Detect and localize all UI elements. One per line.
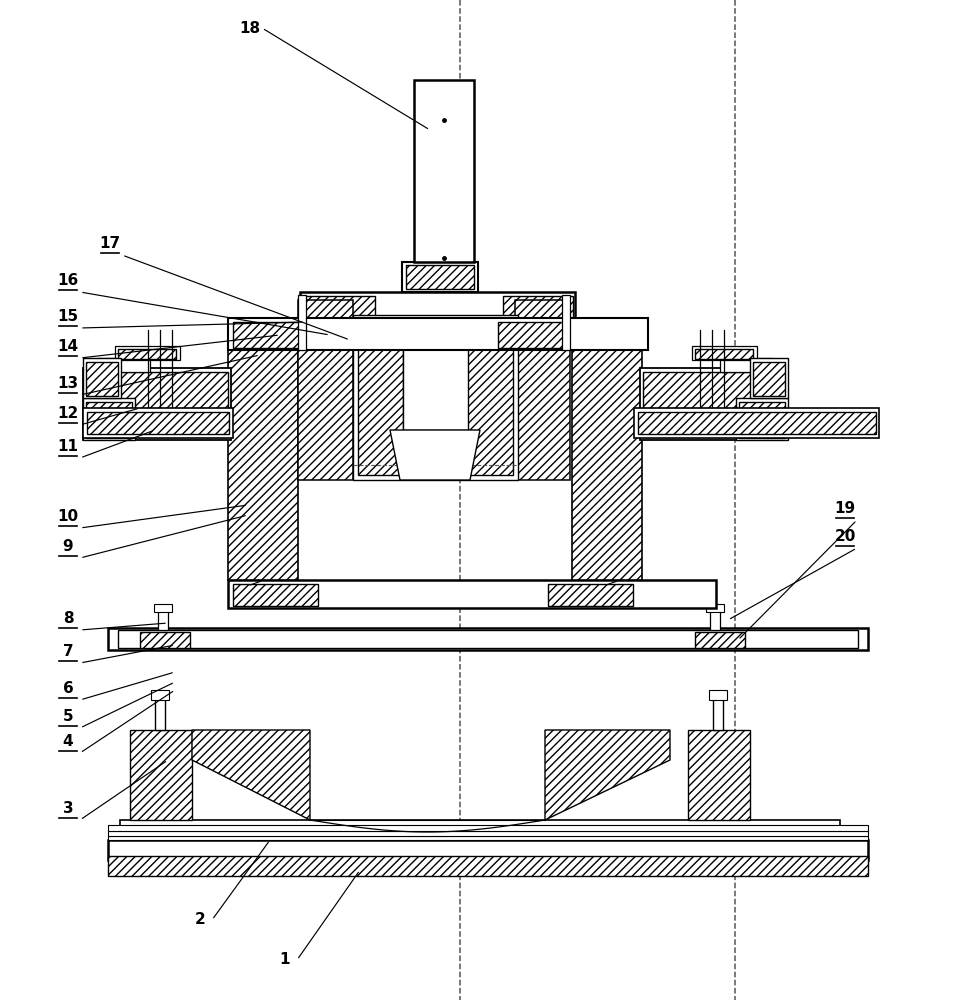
Bar xyxy=(114,346,180,360)
Bar xyxy=(561,295,569,350)
Bar xyxy=(249,490,272,580)
Text: 17: 17 xyxy=(100,236,120,251)
Bar xyxy=(403,335,467,430)
Text: 4: 4 xyxy=(63,734,73,749)
Polygon shape xyxy=(389,430,479,480)
Bar xyxy=(120,820,839,840)
Bar xyxy=(643,372,784,437)
Text: 10: 10 xyxy=(58,509,78,524)
Bar xyxy=(151,690,169,700)
Bar xyxy=(414,80,473,262)
Bar xyxy=(503,296,572,318)
Bar xyxy=(233,322,300,348)
Bar xyxy=(738,402,784,438)
Bar xyxy=(299,292,574,322)
Bar xyxy=(498,322,565,348)
Text: 11: 11 xyxy=(58,439,78,454)
Bar xyxy=(130,730,192,820)
Bar xyxy=(694,349,752,359)
Bar xyxy=(709,610,719,630)
Bar xyxy=(233,584,318,606)
Text: 15: 15 xyxy=(58,309,78,324)
Bar xyxy=(87,412,229,434)
Bar xyxy=(155,698,165,730)
Bar xyxy=(694,632,744,648)
Polygon shape xyxy=(545,730,669,820)
Bar xyxy=(118,630,857,648)
Text: 13: 13 xyxy=(58,376,78,391)
Bar xyxy=(571,350,642,580)
Text: 2: 2 xyxy=(195,912,205,927)
Bar xyxy=(108,836,867,840)
Bar xyxy=(749,358,787,398)
Text: 1: 1 xyxy=(280,952,289,967)
Bar xyxy=(118,349,176,359)
Text: 8: 8 xyxy=(63,611,73,626)
Bar xyxy=(640,368,787,440)
Bar xyxy=(86,372,228,437)
Bar xyxy=(108,825,867,831)
Bar xyxy=(228,350,297,580)
Bar xyxy=(358,320,403,475)
Bar xyxy=(108,628,867,650)
Bar xyxy=(353,315,517,480)
Bar xyxy=(402,262,477,292)
Bar xyxy=(752,362,784,396)
Bar xyxy=(514,300,569,480)
Bar xyxy=(719,358,772,372)
Text: 3: 3 xyxy=(63,801,73,816)
Bar xyxy=(228,580,715,608)
Bar xyxy=(548,584,633,606)
Text: 9: 9 xyxy=(63,539,73,554)
Bar xyxy=(108,840,867,860)
Bar xyxy=(297,300,353,480)
Bar xyxy=(83,408,233,438)
Bar xyxy=(83,368,231,440)
Text: 19: 19 xyxy=(833,501,855,516)
Bar xyxy=(465,320,512,475)
Bar xyxy=(157,610,168,630)
Bar xyxy=(140,632,190,648)
Bar xyxy=(86,402,132,438)
Bar xyxy=(638,412,875,434)
Bar xyxy=(154,604,172,612)
Bar xyxy=(688,730,749,820)
Bar xyxy=(634,408,878,438)
Bar xyxy=(705,604,724,612)
Text: 20: 20 xyxy=(833,529,855,544)
Text: 6: 6 xyxy=(63,681,73,696)
Bar xyxy=(86,362,118,396)
Bar xyxy=(691,346,756,360)
Bar xyxy=(98,358,150,372)
Bar xyxy=(83,358,121,398)
Bar xyxy=(712,698,723,730)
Bar xyxy=(605,490,627,580)
Text: 18: 18 xyxy=(240,21,260,36)
Text: 14: 14 xyxy=(58,339,78,354)
Bar xyxy=(83,398,135,440)
Bar xyxy=(708,690,727,700)
Text: 7: 7 xyxy=(63,644,73,659)
Text: 12: 12 xyxy=(58,406,78,421)
Polygon shape xyxy=(192,730,310,820)
Text: 16: 16 xyxy=(58,273,78,288)
Bar xyxy=(305,296,375,318)
Text: 5: 5 xyxy=(63,709,73,724)
Bar xyxy=(406,265,473,289)
Bar xyxy=(228,318,647,350)
Bar xyxy=(735,398,787,440)
Bar xyxy=(108,831,867,836)
Bar xyxy=(108,856,867,876)
Bar xyxy=(297,295,306,350)
